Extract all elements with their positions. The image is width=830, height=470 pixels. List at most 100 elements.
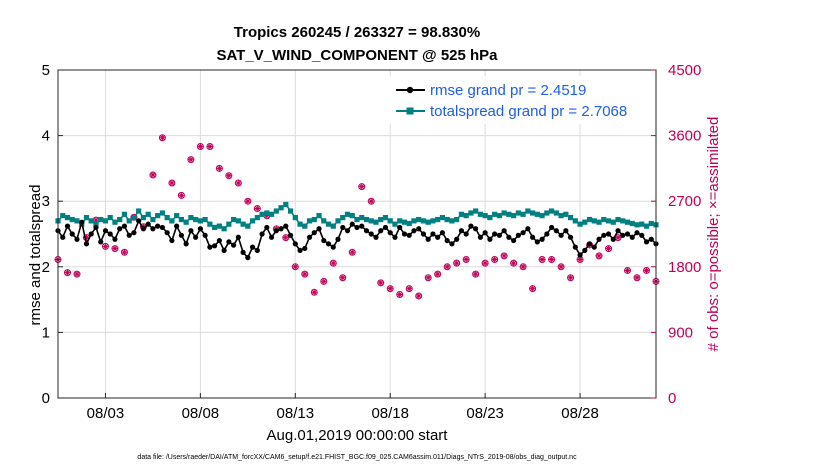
obs-mark-stroke <box>169 180 175 186</box>
rmse-point <box>188 228 194 234</box>
totalspread-point <box>69 216 75 223</box>
rmse-point <box>287 232 294 238</box>
obs-assimilated-point <box>216 165 223 172</box>
totalspread-point <box>511 213 517 219</box>
obs-assimilated-point <box>320 278 327 285</box>
totalspread-point <box>620 218 626 224</box>
totalspread-point <box>136 208 142 214</box>
totalspread-point <box>321 218 327 224</box>
rmse-point <box>411 228 417 234</box>
obs-mark-stroke <box>368 198 374 204</box>
obs-mark-stroke <box>454 260 460 266</box>
rmse-point <box>359 223 365 229</box>
legend-rmse-label: rmse grand pr = 2.4519 <box>430 82 586 99</box>
rmse-point <box>577 252 583 258</box>
totalspread-point <box>145 211 151 217</box>
totalspread-point <box>354 216 360 223</box>
x-tick-label: 08/18 <box>371 405 409 422</box>
totalspread-point <box>487 215 493 221</box>
rmse-point <box>155 223 161 229</box>
rmse-point <box>373 234 379 240</box>
totalspread-point <box>530 210 536 216</box>
rmse-point <box>321 237 327 244</box>
totalspread-point <box>553 210 559 216</box>
obs-mark-stroke <box>643 267 650 274</box>
totalspread-point <box>193 216 199 223</box>
obs-mark-stroke <box>349 249 355 255</box>
obs-assimilated-point <box>358 183 365 190</box>
rmse-point <box>530 234 536 240</box>
totalspread-point <box>477 211 483 217</box>
totalspread-point <box>112 219 118 225</box>
totalspread-point <box>297 221 303 227</box>
totalspread-point <box>259 211 265 217</box>
obs-mark-stroke <box>245 198 251 204</box>
totalspread-point <box>216 223 222 229</box>
rmse-point <box>397 224 403 231</box>
totalspread-point <box>482 213 488 219</box>
obs-assimilated-point <box>73 270 81 278</box>
rmse-point <box>406 232 412 238</box>
totalspread-point <box>382 215 389 221</box>
y-tick-label: 4 <box>42 128 50 145</box>
totalspread-point <box>548 208 555 214</box>
totalspread-point <box>88 218 94 224</box>
obs-assimilated-point <box>178 192 185 199</box>
totalspread-point <box>221 226 227 232</box>
rmse-point <box>610 236 616 242</box>
footnote: data file: /Users/raeder/DAI/ATM_forcXX/… <box>137 454 577 461</box>
obs-assimilated-point <box>453 259 460 267</box>
obs-mark-stroke <box>188 156 194 163</box>
totalspread-point <box>183 219 189 225</box>
rmse-point <box>202 232 208 238</box>
totalspread-point <box>93 221 99 227</box>
obs-assimilated-point <box>149 171 157 179</box>
rmse-point <box>325 241 332 247</box>
obs-mark-stroke <box>406 286 412 292</box>
obs-assimilated-point <box>330 259 337 267</box>
rmse-point <box>88 231 94 237</box>
rmse-point <box>197 226 203 232</box>
obs-assimilated-point <box>187 156 195 163</box>
y-tick-label: 5 <box>42 62 50 79</box>
obs-assimilated-point <box>292 263 299 270</box>
rmse-point <box>74 236 80 242</box>
totalspread-point <box>83 215 90 221</box>
y-tick-label: 1 <box>42 324 50 341</box>
totalspread-point <box>245 223 251 229</box>
totalspread-point <box>406 220 412 227</box>
rmse-point <box>212 243 218 249</box>
rmse-point <box>330 244 336 250</box>
rmse-point <box>454 236 460 242</box>
totalspread-point <box>397 218 403 224</box>
legend: rmse grand pr = 2.4519 totalspread grand… <box>389 76 651 124</box>
totalspread-point <box>435 216 441 223</box>
obs-mark-stroke <box>387 286 393 292</box>
totalspread-point <box>306 218 313 224</box>
obs-assimilated-point <box>538 256 546 263</box>
totalspread-point <box>520 211 526 217</box>
obs-mark-stroke <box>226 173 232 179</box>
totalspread-point <box>567 215 574 221</box>
y-axis-right-label: # of obs: o=possible; ×=assimilated <box>705 117 722 352</box>
rmse-point <box>245 255 251 261</box>
totalspread-point <box>117 216 123 223</box>
rmse-point <box>207 244 213 250</box>
obs-assimilated-point <box>519 263 527 270</box>
totalspread-point <box>473 208 479 214</box>
totalspread-point <box>373 219 379 225</box>
rmse-point <box>311 230 317 236</box>
rmse-point <box>83 241 90 247</box>
obs-mark-stroke <box>150 172 156 178</box>
rmse-point <box>482 230 488 236</box>
totalspread-point <box>643 223 650 229</box>
totalspread-point <box>202 216 208 223</box>
totalspread-point <box>249 218 256 224</box>
obs-assimilated-point <box>529 285 536 292</box>
totalspread-point <box>572 218 578 224</box>
totalspread-point <box>231 216 237 223</box>
legend-box <box>389 76 651 124</box>
totalspread-point <box>416 216 422 223</box>
totalspread-point <box>425 219 431 225</box>
